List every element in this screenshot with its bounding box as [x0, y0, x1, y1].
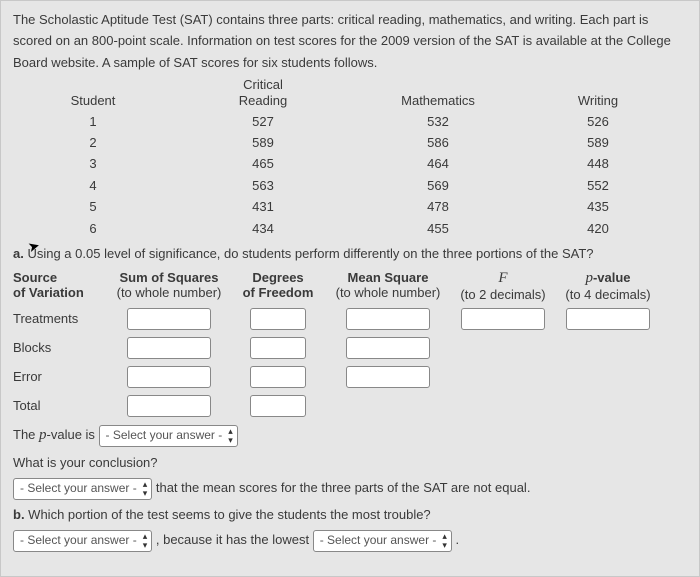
col-writing: Writing — [523, 77, 673, 108]
row-treatments: Treatments — [13, 306, 687, 332]
input-error-ms[interactable] — [346, 366, 430, 388]
chevron-updown-icon: ▴▾ — [228, 427, 233, 445]
input-treatments-ms[interactable] — [346, 308, 430, 330]
cell-cr: 431 — [173, 196, 353, 217]
scores-table: Student CriticalReading Mathematics Writ… — [13, 77, 687, 239]
input-total-ss[interactable] — [127, 395, 211, 417]
cell-math: 586 — [353, 132, 523, 153]
select-conclusion[interactable]: - Select your answer -▴▾ — [13, 478, 152, 500]
label-treatments: Treatments — [13, 308, 105, 329]
cell-writing: 435 — [523, 196, 673, 217]
cell-writing: 526 — [523, 111, 673, 132]
input-blocks-ss[interactable] — [127, 337, 211, 359]
input-total-df[interactable] — [250, 395, 306, 417]
label-total: Total — [13, 395, 105, 416]
cell-student: 1 — [13, 111, 173, 132]
input-treatments-ss[interactable] — [127, 308, 211, 330]
col-student: Student — [13, 77, 173, 108]
conclusion-line: - Select your answer -▴▾ that the mean s… — [13, 477, 687, 500]
cell-student: 3 — [13, 153, 173, 174]
input-blocks-ms[interactable] — [346, 337, 430, 359]
qa-label: a. — [13, 246, 24, 261]
cell-math: 532 — [353, 111, 523, 132]
label-blocks: Blocks — [13, 337, 105, 358]
select-pvalue[interactable]: - Select your answer -▴▾ — [99, 425, 238, 447]
cell-math: 455 — [353, 218, 523, 239]
cell-student: 2 — [13, 132, 173, 153]
input-treatments-df[interactable] — [250, 308, 306, 330]
input-error-df[interactable] — [250, 366, 306, 388]
table-row: 4563569552 — [13, 175, 687, 196]
hdr-p: p-value(to 4 decimals) — [553, 269, 663, 303]
intro-year: 2009 — [381, 33, 410, 48]
conclusion-q: What is your conclusion? — [13, 452, 687, 473]
hdr-df: Degreesof Freedom — [233, 270, 323, 301]
cell-writing: 589 — [523, 132, 673, 153]
hdr-ms: Mean Square(to whole number) — [323, 270, 453, 301]
row-blocks: Blocks — [13, 335, 687, 361]
cell-cr: 527 — [173, 111, 353, 132]
chevron-updown-icon: ▴▾ — [442, 532, 447, 550]
input-blocks-df[interactable] — [250, 337, 306, 359]
select-lowest[interactable]: - Select your answer -▴▾ — [313, 530, 452, 552]
hdr-ss: Sum of Squares(to whole number) — [105, 270, 233, 301]
question-a: a. Using a 0.05 level of significance, d… — [13, 243, 687, 264]
table-row: 3465464448 — [13, 153, 687, 174]
label-error: Error — [13, 366, 105, 387]
cell-math: 464 — [353, 153, 523, 174]
cell-writing: 420 — [523, 218, 673, 239]
input-error-ss[interactable] — [127, 366, 211, 388]
cell-student: 5 — [13, 196, 173, 217]
cell-cr: 465 — [173, 153, 353, 174]
col-critical-reading: CriticalReading — [173, 77, 353, 108]
answer-b-line: - Select your answer -▴▾ , because it ha… — [13, 529, 687, 552]
hdr-source: Sourceof Variation — [13, 270, 105, 301]
table-row: 6434455420 — [13, 218, 687, 239]
chevron-updown-icon: ▴▾ — [143, 480, 148, 498]
hdr-f: F(to 2 decimals) — [453, 269, 553, 303]
cell-cr: 563 — [173, 175, 353, 196]
table-row: 2589586589 — [13, 132, 687, 153]
cell-writing: 448 — [523, 153, 673, 174]
row-error: Error — [13, 364, 687, 390]
col-mathematics: Mathematics — [353, 77, 523, 108]
table-row: 5431478435 — [13, 196, 687, 217]
chevron-updown-icon: ▴▾ — [143, 532, 148, 550]
anova-table: Sourceof Variation Sum of Squares(to who… — [13, 269, 687, 420]
pvalue-line: The p-value is - Select your answer -▴▾ — [13, 423, 687, 448]
table-row: 1527532526 — [13, 111, 687, 132]
select-portion[interactable]: - Select your answer -▴▾ — [13, 530, 152, 552]
cell-math: 478 — [353, 196, 523, 217]
intro-points: 800 — [92, 33, 114, 48]
input-treatments-f[interactable] — [461, 308, 545, 330]
cell-cr: 434 — [173, 218, 353, 239]
cell-writing: 552 — [523, 175, 673, 196]
cell-cr: 589 — [173, 132, 353, 153]
cell-student: 4 — [13, 175, 173, 196]
input-treatments-p[interactable] — [566, 308, 650, 330]
question-b: b. Which portion of the test seems to gi… — [13, 504, 687, 525]
intro-text: The Scholastic Aptitude Test (SAT) conta… — [13, 9, 687, 73]
row-total: Total — [13, 393, 687, 419]
intro-1b: -point scale. Information on test scores… — [113, 33, 380, 48]
cell-math: 569 — [353, 175, 523, 196]
